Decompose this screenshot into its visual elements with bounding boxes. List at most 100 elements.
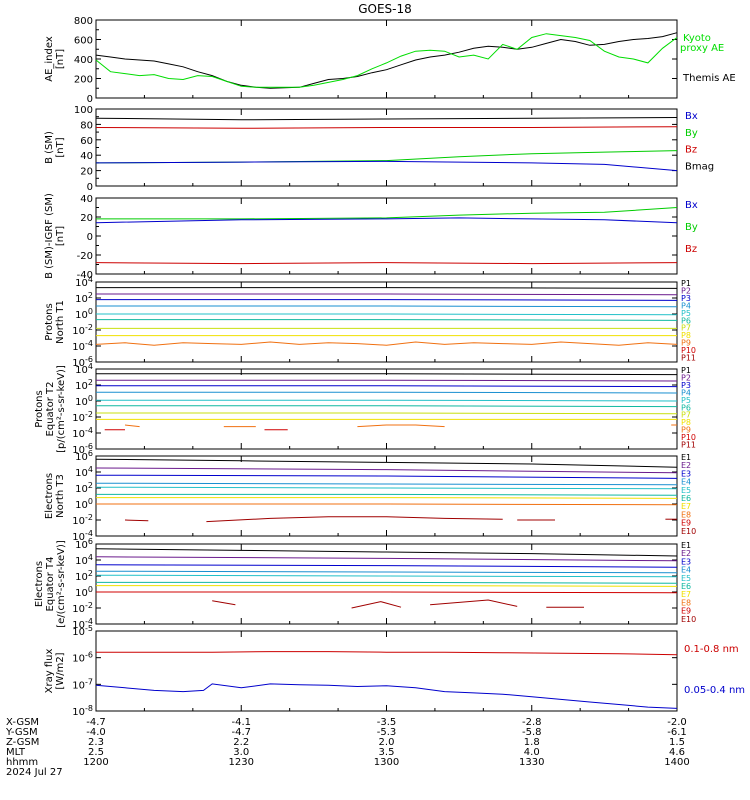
series-line [95, 160, 678, 172]
x-row-label: Y-GSM [5, 727, 38, 738]
y-tick-label: 102 [75, 481, 93, 495]
legend-entry: P1 [681, 366, 691, 375]
series-line [96, 319, 678, 321]
series-line [95, 467, 678, 474]
x-tick-value: -4.7 [231, 727, 251, 738]
legend-entry: E10 [681, 527, 696, 536]
legend-entry: E6 [681, 582, 691, 591]
series-line [95, 564, 678, 568]
series-line [95, 217, 678, 224]
series-line [96, 287, 678, 289]
y-tick-label: 10-7 [72, 677, 93, 691]
y-axis-label: B (SM)[nT] [44, 131, 66, 164]
x-row-label: hhmm [6, 757, 38, 768]
y-axis-label: ProtonsNorth T1 [44, 300, 66, 344]
series-line [96, 391, 678, 394]
y-axis-label: B (SM)-IGRF (SM)[nT] [44, 193, 66, 279]
y-tick-label: 100 [75, 307, 93, 321]
x-tick-value: -6.1 [667, 727, 687, 738]
panel-bsm: 0 20 40 60 80 100 B (SM)[nT] Bx By Bz Bmag [44, 105, 714, 193]
legend-entry: P11 [681, 354, 696, 363]
series-line [96, 405, 678, 408]
y-tick-label: 10-2 [72, 323, 93, 337]
y-tick-label: 10-8 [72, 704, 93, 718]
legend-entry: P10 [681, 346, 696, 355]
legend-entry: P9 [681, 426, 691, 435]
legend-entry: E8 [681, 598, 691, 607]
x-tick-value: 1.8 [524, 737, 540, 748]
legend-entry: Themis AE [682, 73, 736, 84]
series-line [212, 600, 236, 606]
legend-entry: P6 [681, 316, 691, 325]
y-axis-label: AE_index[nT] [44, 36, 66, 82]
panel-frame [95, 630, 678, 712]
y-tick-label: 600 [74, 36, 93, 47]
legend-entry: P4 [681, 301, 691, 310]
x-tick-value: 4.6 [669, 747, 685, 758]
series-line [95, 482, 678, 486]
series-line [96, 585, 678, 587]
y-tick-label: 100 [75, 394, 93, 408]
legend-entry: E4 [681, 478, 691, 487]
y-tick-label: 100 [75, 585, 93, 599]
x-tick-value: 3.0 [233, 747, 249, 758]
y-tick-label: 20 [80, 167, 93, 178]
y-tick-label: 800 [74, 16, 93, 27]
legend-entry: E4 [681, 566, 691, 575]
y-tick-label: 102 [75, 378, 93, 392]
series-line [96, 379, 678, 382]
legend-entry: P9 [681, 339, 691, 348]
y-tick-label: -20 [77, 251, 93, 262]
y-axis-label: ElectronsNorth T3 [44, 473, 66, 519]
y-tick-label: 102 [75, 291, 93, 305]
series-line [95, 341, 678, 346]
legend-entry: Bx [685, 111, 698, 122]
series-line [96, 299, 678, 301]
legend-entry: P2 [681, 373, 691, 382]
y-tick-label: 60 [80, 136, 93, 147]
x-tick-value: 4.0 [524, 747, 540, 758]
x-tick-value: 3.5 [379, 747, 395, 758]
series-line [124, 519, 149, 522]
x-tick-value: -5.3 [377, 727, 397, 738]
series-line [96, 399, 678, 402]
y-tick-label: 40 [80, 151, 93, 162]
series-line [95, 458, 678, 468]
legend-entry: P5 [681, 309, 691, 318]
series-line [95, 126, 678, 129]
legend-entry: E8 [681, 510, 691, 519]
y-tick-label: 102 [75, 569, 93, 583]
series-line [96, 207, 678, 220]
series-line [96, 503, 678, 506]
legend-entry: E2 [681, 461, 691, 470]
x-tick-value: 1300 [374, 757, 399, 768]
series-line [95, 570, 678, 574]
y-tick-label: 104 [75, 465, 93, 479]
legend-entry: P4 [681, 388, 691, 397]
y-tick-label: 0 [87, 94, 93, 105]
legend-entry: P5 [681, 396, 691, 405]
series-line [96, 313, 678, 316]
y-tick-label: 10-2 [72, 601, 93, 615]
series-line [95, 262, 678, 265]
y-tick-label: 10-4 [72, 426, 93, 440]
series-line [96, 581, 678, 584]
x-tick-value: 1330 [519, 757, 544, 768]
legend-entry: E3 [681, 469, 691, 478]
legend-entry: Bx [685, 200, 698, 211]
legend-entry: P7 [681, 411, 691, 420]
y-axis-label: ElectronsEquator T4[e/(cm²-s-sr-keV)] [34, 540, 67, 628]
y-axis-label: ProtonsEquator T2[p/(cm²-s-sr-keV)] [34, 365, 67, 453]
y-tick-label: 20 [80, 213, 93, 224]
legend-entry: E10 [681, 615, 696, 624]
legend-entry: E3 [681, 557, 691, 566]
x-tick-value: -4.0 [86, 727, 106, 738]
y-tick-label: 106 [75, 449, 93, 463]
legend-entry: Bz [685, 145, 697, 156]
panel-frame [95, 19, 678, 99]
